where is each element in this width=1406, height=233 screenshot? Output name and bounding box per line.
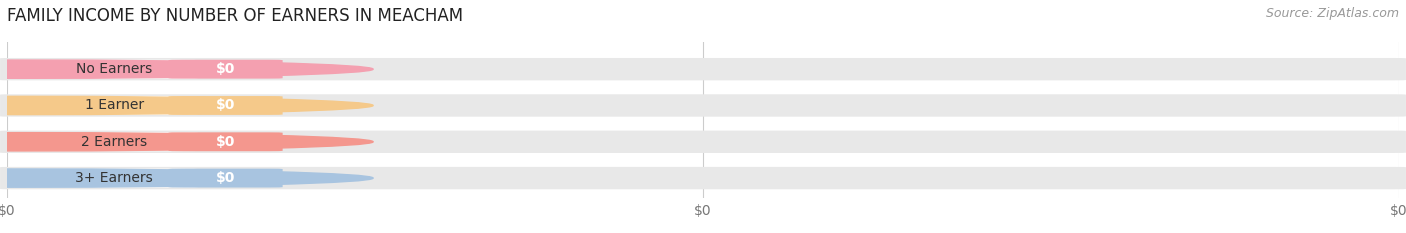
FancyBboxPatch shape xyxy=(0,58,1406,80)
Text: 1 Earner: 1 Earner xyxy=(84,99,143,113)
Circle shape xyxy=(0,169,373,187)
FancyBboxPatch shape xyxy=(0,167,1406,189)
Text: 3+ Earners: 3+ Earners xyxy=(76,171,153,185)
Circle shape xyxy=(0,133,373,151)
FancyBboxPatch shape xyxy=(11,132,198,151)
FancyBboxPatch shape xyxy=(169,96,283,115)
Text: Source: ZipAtlas.com: Source: ZipAtlas.com xyxy=(1265,7,1399,20)
FancyBboxPatch shape xyxy=(0,130,1406,153)
Text: $0: $0 xyxy=(217,171,235,185)
FancyBboxPatch shape xyxy=(169,169,283,188)
FancyBboxPatch shape xyxy=(11,60,198,79)
Text: $0: $0 xyxy=(217,135,235,149)
Circle shape xyxy=(0,60,373,78)
FancyBboxPatch shape xyxy=(169,60,283,79)
Text: $0: $0 xyxy=(217,62,235,76)
Text: $0: $0 xyxy=(217,99,235,113)
Text: 2 Earners: 2 Earners xyxy=(82,135,148,149)
FancyBboxPatch shape xyxy=(169,132,283,151)
Text: No Earners: No Earners xyxy=(76,62,152,76)
FancyBboxPatch shape xyxy=(0,94,1406,117)
Circle shape xyxy=(0,96,373,115)
FancyBboxPatch shape xyxy=(11,96,198,115)
Text: FAMILY INCOME BY NUMBER OF EARNERS IN MEACHAM: FAMILY INCOME BY NUMBER OF EARNERS IN ME… xyxy=(7,7,463,25)
FancyBboxPatch shape xyxy=(11,169,198,188)
